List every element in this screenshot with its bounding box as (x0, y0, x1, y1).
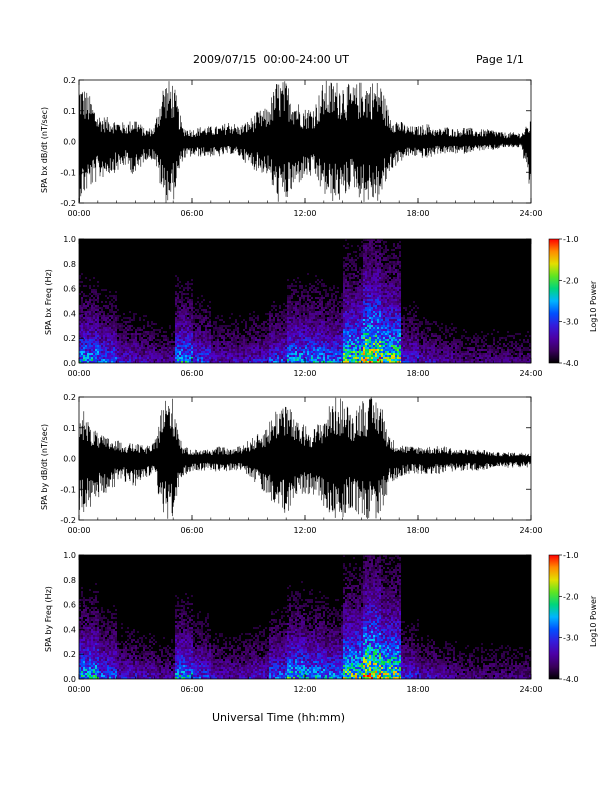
panel-2-ytick-label: 0.4 (63, 309, 76, 318)
panel-1-xtick-label: 00:00 (67, 209, 90, 218)
panel-3-xtick-label: 12:00 (293, 526, 316, 535)
chart-title: 2009/07/15 00:00-24:00 UT (193, 53, 350, 66)
panel-2-xtick-label: 24:00 (519, 369, 542, 378)
panel-2-colorbar-tick-label: -1.0 (563, 235, 579, 244)
panel-3-xtick-label: 00:00 (67, 526, 90, 535)
panel-1-ytick-label: -0.2 (60, 199, 76, 208)
panel-2-ytick-label: 0.6 (63, 285, 76, 294)
panel-4-ytick-label: 0.2 (63, 650, 76, 659)
panel-2-xtick-label: 18:00 (406, 369, 429, 378)
panel-1-ylabel: SPA bx dB/dt (nT/sec) (40, 106, 49, 193)
panel-2-ytick-label: 1.0 (63, 235, 76, 244)
panel-3-series-line (79, 397, 531, 519)
panel-4-xtick-label: 24:00 (519, 685, 542, 694)
panel-2-xtick-label: 12:00 (293, 369, 316, 378)
panel-2-colorbar-tick-label: -2.0 (563, 276, 579, 285)
panel-4-colorbar-tick-label: -4.0 (563, 675, 579, 684)
panel-1-xtick-label: 18:00 (406, 209, 429, 218)
panel-3-ytick-label: 0.2 (63, 393, 76, 402)
panel-3-xtick-label: 18:00 (406, 526, 429, 535)
panel-4-colorbar (548, 554, 560, 680)
panel-2-colorbar (548, 238, 560, 364)
panel-2-xtick-label: 06:00 (180, 369, 203, 378)
panel-4-xtick-label: 00:00 (67, 685, 90, 694)
panel-2-ylabel: SPA bx Freq (Hz) (44, 269, 53, 335)
panel-1-ytick-label: 0.0 (63, 138, 76, 147)
panel-4-ytick-label: 1.0 (63, 551, 76, 560)
panel-4-ytick-label: 0.6 (63, 601, 76, 610)
panel-2-xtick-label: 00:00 (67, 369, 90, 378)
x-axis-label: Universal Time (hh:mm) (212, 711, 345, 724)
panel-1-xtick-label: 06:00 (180, 209, 203, 218)
panel-4-colorbar-tick-label: -3.0 (563, 634, 579, 643)
panel-1-ytick-label: -0.1 (60, 168, 76, 177)
panel-1-ytick-label: 0.2 (63, 76, 76, 85)
panel-2-ytick-label: 0.2 (63, 334, 76, 343)
panel-1-xtick-label: 24:00 (519, 209, 542, 218)
panel-4-xtick-label: 18:00 (406, 685, 429, 694)
panel-4-ytick-label: 0.4 (63, 625, 76, 634)
panel-3-xtick-label: 06:00 (180, 526, 203, 535)
panel-4-ylabel: SPA by Freq (Hz) (44, 586, 53, 652)
panel-4-xtick-label: 12:00 (293, 685, 316, 694)
panel-2-ytick-label: 0.0 (63, 359, 76, 368)
panel-2-colorbar-tick-label: -4.0 (563, 359, 579, 368)
panel-3-ytick-label: -0.2 (60, 516, 76, 525)
panel-4-heatmap-cells (79, 555, 531, 679)
colorbar-1-label: Log10 Power (589, 280, 598, 332)
panel-3-ytick-label: 0.0 (63, 455, 76, 464)
panel-3-xtick-label: 24:00 (519, 526, 542, 535)
panel-1-ytick-label: 0.1 (63, 107, 76, 116)
panel-4-xtick-label: 06:00 (180, 685, 203, 694)
panel-4-ytick-label: 0.8 (63, 576, 76, 585)
panel-2-ytick-label: 0.8 (63, 260, 76, 269)
page-number: Page 1/1 (476, 53, 524, 66)
panel-4-colorbar-tick-label: -2.0 (563, 592, 579, 601)
panel-1-series-line (79, 80, 531, 203)
panel-2-heatmap-cells (79, 239, 531, 363)
panel-3-ytick-label: 0.1 (63, 424, 76, 433)
panel-4-ytick-label: 0.0 (63, 675, 76, 684)
panel-1-xtick-label: 12:00 (293, 209, 316, 218)
panel-3-ylabel: SPA by dB/dt (nT/sec) (40, 423, 49, 510)
colorbar-2-label: Log10 Power (589, 595, 598, 647)
panel-4-colorbar-tick-label: -1.0 (563, 551, 579, 560)
panel-3-ytick-label: -0.1 (60, 485, 76, 494)
panel-2-colorbar-tick-label: -3.0 (563, 318, 579, 327)
